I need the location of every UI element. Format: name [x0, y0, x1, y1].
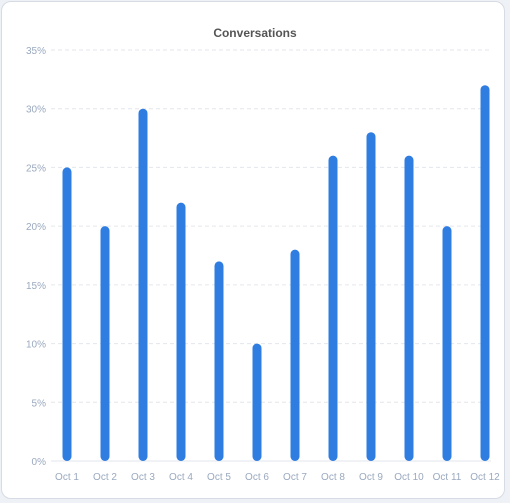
- x-tick-label: Oct 4: [169, 472, 193, 483]
- y-tick-label: 30%: [26, 105, 46, 116]
- chart-title: Conversations: [213, 26, 297, 40]
- bar-oct-3[interactable]: [138, 108, 148, 461]
- bar-oct-1[interactable]: [62, 167, 72, 461]
- x-tick-label: Oct 11: [433, 472, 462, 483]
- y-tick-label: 5%: [32, 398, 47, 409]
- y-tick-label: 35%: [26, 46, 46, 57]
- x-tick-label: Oct 5: [207, 472, 231, 483]
- bar-oct-12[interactable]: [480, 85, 490, 461]
- x-tick-label: Oct 9: [359, 472, 383, 483]
- x-tick-label: Oct 1: [55, 472, 79, 483]
- bar-oct-10[interactable]: [404, 155, 414, 461]
- y-tick-label: 0%: [32, 457, 47, 468]
- x-tick-label: Oct 2: [93, 472, 117, 483]
- x-tick-label: Oct 8: [321, 472, 345, 483]
- y-tick-label: 20%: [26, 222, 46, 233]
- y-tick-label: 25%: [26, 163, 46, 174]
- bar-oct-6[interactable]: [252, 343, 262, 461]
- x-tick-label: Oct 7: [283, 472, 307, 483]
- y-tick-label: 10%: [26, 340, 46, 351]
- bar-oct-9[interactable]: [366, 132, 376, 461]
- x-tick-label: Oct 3: [131, 472, 155, 483]
- bar-oct-7[interactable]: [290, 249, 300, 461]
- bar-oct-11[interactable]: [442, 226, 452, 461]
- y-tick-label: 15%: [26, 281, 46, 292]
- bar-oct-2[interactable]: [100, 226, 110, 461]
- x-tick-label: Oct 10: [394, 472, 424, 483]
- bar-oct-4[interactable]: [176, 202, 186, 461]
- bar-oct-8[interactable]: [328, 155, 338, 461]
- bar-oct-5[interactable]: [214, 261, 224, 461]
- x-tick-label: Oct 6: [245, 472, 269, 483]
- x-tick-label: Oct 12: [470, 472, 500, 483]
